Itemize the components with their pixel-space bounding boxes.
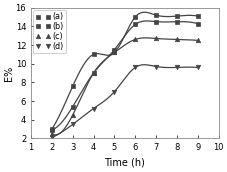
(a) <box>175 15 178 17</box>
(c) <box>195 39 198 41</box>
Y-axis label: E%: E% <box>4 65 14 81</box>
Line: (d): (d) <box>49 64 199 140</box>
X-axis label: Time (h): Time (h) <box>104 158 145 168</box>
(b) <box>50 129 53 131</box>
(d) <box>154 66 157 68</box>
(c) <box>175 38 178 40</box>
(c) <box>113 51 115 53</box>
(d) <box>113 91 115 93</box>
(d) <box>133 66 136 68</box>
(c) <box>154 37 157 40</box>
(a) <box>154 14 157 16</box>
(c) <box>133 38 136 40</box>
(d) <box>50 136 53 138</box>
(d) <box>195 66 198 68</box>
(c) <box>92 72 94 74</box>
Line: (c): (c) <box>49 36 199 136</box>
Legend: (a), (b), (c), (d): (a), (b), (c), (d) <box>33 10 66 53</box>
(a) <box>92 53 94 55</box>
(b) <box>92 72 94 74</box>
(c) <box>50 133 53 135</box>
(a) <box>113 51 115 53</box>
(b) <box>154 21 157 23</box>
(a) <box>50 128 53 130</box>
(d) <box>175 66 178 68</box>
(b) <box>71 106 74 108</box>
(b) <box>175 21 178 23</box>
Line: (a): (a) <box>49 13 199 131</box>
(c) <box>71 114 74 116</box>
(a) <box>195 15 198 17</box>
(b) <box>113 49 115 51</box>
(b) <box>133 23 136 25</box>
(a) <box>133 16 136 18</box>
(d) <box>92 108 94 110</box>
(a) <box>71 85 74 87</box>
(b) <box>195 23 198 25</box>
(d) <box>71 123 74 125</box>
Line: (b): (b) <box>49 19 199 132</box>
